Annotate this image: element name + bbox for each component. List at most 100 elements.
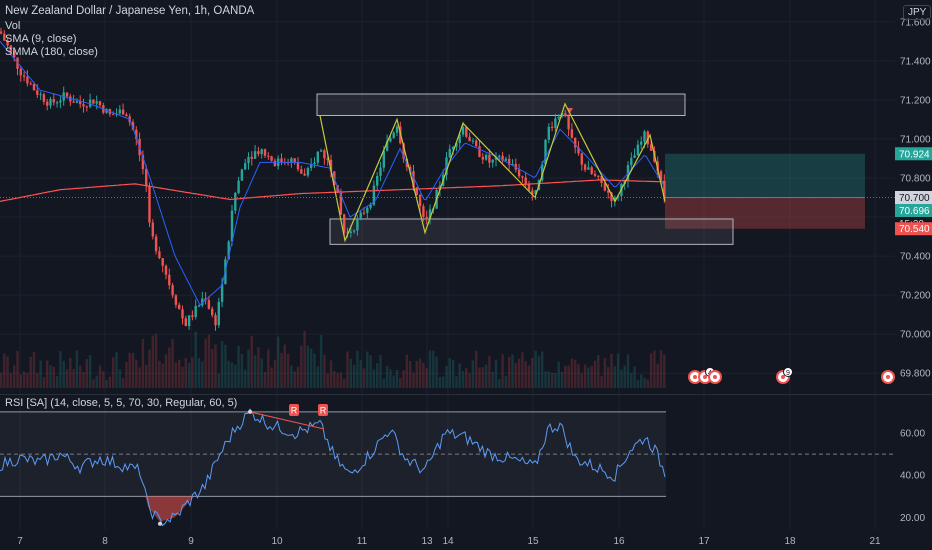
rsi-line — [0, 408, 666, 527]
candle-body — [161, 258, 164, 266]
volume-bar — [296, 366, 300, 388]
volume-bar — [405, 354, 409, 388]
event-dot — [713, 375, 717, 379]
volume-bar — [118, 369, 121, 388]
divergence-marker — [318, 404, 328, 416]
candle-body — [148, 186, 151, 223]
event-badges[interactable]: 49 — [688, 367, 895, 384]
volume-bar — [448, 358, 451, 388]
volume-bar — [13, 365, 16, 388]
candle-body — [79, 101, 82, 105]
volume-bar — [168, 347, 171, 388]
price-tick-label: 70.000 — [900, 330, 931, 341]
candle-body — [646, 131, 649, 145]
candle-body — [85, 106, 88, 108]
candle-body — [640, 141, 643, 145]
stop-price-tag — [895, 222, 932, 236]
volume-bar — [82, 372, 85, 388]
volume-bar — [145, 364, 148, 388]
candle-body — [9, 45, 13, 52]
volume-bar — [362, 368, 366, 388]
candle-body — [468, 136, 471, 142]
volume-bar — [247, 349, 250, 388]
candle-body — [72, 101, 75, 103]
candle-body — [352, 230, 356, 232]
candle-body — [217, 301, 220, 326]
candle-body — [336, 185, 339, 193]
volume-bar — [171, 338, 174, 388]
candle-body — [346, 232, 349, 234]
candle-body — [415, 187, 418, 195]
candle-body — [154, 236, 158, 252]
volume-bar — [55, 376, 59, 388]
rsi-pane[interactable]: R R 60.00 40.00 20.00 — [0, 404, 925, 527]
smma-180-line — [0, 179, 664, 202]
candle-body — [557, 116, 560, 119]
candle-body — [659, 171, 663, 181]
price-axis[interactable]: 71.600 71.400 71.200 71.000 70.800 70.400 70.2… — [900, 17, 931, 379]
volume-bar — [649, 353, 653, 388]
rsi-legend: RSI [SA] (14, close, 5, 5, 70, 30, Regul… — [5, 397, 238, 409]
candle-body — [121, 109, 125, 115]
candle-body — [22, 75, 26, 77]
volume-bar — [280, 352, 283, 388]
candle-body — [237, 180, 240, 193]
candle-body — [145, 168, 148, 187]
volume-bar — [514, 363, 517, 388]
volume-bar — [527, 365, 531, 388]
volume-bar — [663, 354, 666, 388]
event-dot — [693, 375, 697, 379]
divergence-label: R — [291, 406, 298, 416]
volume-bar — [415, 360, 418, 388]
support-resistance-zones[interactable] — [316, 93, 734, 245]
volume-bar — [220, 341, 224, 388]
candle-body — [343, 214, 346, 233]
volume-bar — [567, 365, 570, 388]
volume-bar — [385, 365, 389, 388]
candle-body — [564, 113, 567, 117]
candle-body — [260, 149, 263, 154]
volume-bar — [508, 356, 511, 388]
volume-bar — [253, 355, 257, 388]
volume-bar — [125, 361, 128, 388]
volume-bar — [451, 359, 455, 388]
candle-body — [29, 83, 32, 85]
time-axis[interactable]: 7 8 9 10 11 13 14 15 16 17 18 21 — [17, 536, 881, 547]
candle-body — [494, 156, 498, 160]
volume-bar — [468, 373, 471, 388]
candle-body — [293, 158, 296, 163]
time-tick-label: 13 — [421, 536, 433, 547]
candle-body — [448, 149, 451, 158]
sma-legend: SMA (9, close) — [5, 33, 77, 45]
candle-body — [296, 162, 300, 170]
event-dot — [886, 375, 890, 379]
candle-body — [636, 144, 640, 156]
candle-body — [356, 219, 359, 231]
long-position-tool[interactable] — [665, 153, 865, 229]
rsi-peak-dot — [248, 409, 252, 414]
candle-body — [425, 216, 428, 220]
volume-bar — [257, 347, 260, 388]
candle-body — [478, 146, 481, 157]
candle-body — [247, 156, 250, 164]
volume-bar — [181, 366, 184, 388]
volume-bar — [240, 353, 244, 388]
candle-body — [52, 99, 55, 103]
currency-badge[interactable]: JPY — [903, 5, 932, 20]
volume-bar — [445, 365, 448, 388]
zigzag-pattern[interactable] — [319, 102, 666, 243]
candle-body — [418, 194, 422, 207]
volume-bar — [547, 371, 550, 388]
price-tick-label: 70.200 — [900, 291, 931, 302]
volume-bar — [52, 366, 55, 388]
volume-bar — [69, 357, 72, 388]
candle-body — [125, 114, 128, 117]
time-tick-label: 9 — [188, 536, 194, 547]
volume-bar — [607, 367, 610, 388]
volume-bar — [105, 379, 108, 388]
candle-body — [613, 197, 616, 202]
volume-bar — [346, 351, 349, 388]
pane-separator[interactable] — [0, 394, 932, 395]
volume-bar — [197, 357, 201, 388]
